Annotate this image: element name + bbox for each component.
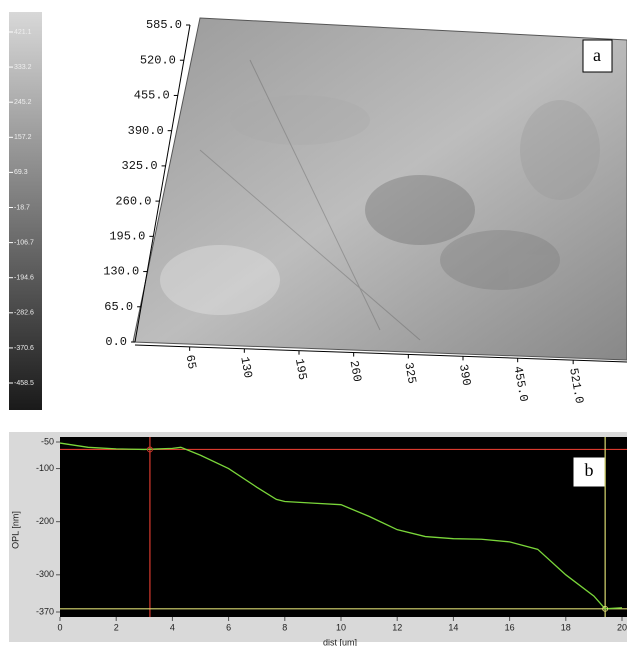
colorbar-tick-label: -370.6 <box>14 345 34 352</box>
x-tick-label: 18 <box>561 622 571 632</box>
y-tick-label: 585.0 <box>146 18 182 32</box>
colorbar-tick-label: 333.2 <box>14 64 32 71</box>
x-tick-label: 65 <box>183 354 199 371</box>
y-tick-label: 195.0 <box>109 230 145 244</box>
y-tick-label: -50 <box>41 436 54 446</box>
y-tick-label: 325.0 <box>122 159 158 173</box>
x-tick-label: 195 <box>292 357 310 381</box>
colorbar-tick-label: -458.5 <box>14 380 34 387</box>
x-tick-label: 0 <box>57 622 62 632</box>
figure: a OPL [nm] dist [um] b 421.1 333.2 245.2 15… <box>0 0 627 646</box>
x-tick-label: 12 <box>392 622 402 632</box>
y-tick-label: 65.0 <box>104 300 133 314</box>
x-axis-label: dist [um] <box>323 637 357 646</box>
y-tick-label: -100 <box>36 463 54 473</box>
y-axis-label: OPL [nm] <box>10 511 20 549</box>
x-tick-label: 16 <box>505 622 515 632</box>
x-tick-label: 325 <box>401 361 419 385</box>
colorbar-tick-label: 421.1 <box>14 29 32 36</box>
colorbar-tick-label: 245.2 <box>14 99 32 106</box>
y-tick-label: 130.0 <box>103 265 139 279</box>
x-tick-label: 390 <box>456 363 474 387</box>
panel-label: b <box>585 460 594 480</box>
colorbar-tick-label: -106.7 <box>14 239 34 246</box>
x-tick-label: 2 <box>114 622 119 632</box>
y-tick-label: 390.0 <box>128 124 164 138</box>
x-tick-label: 521.0 <box>566 367 586 405</box>
x-tick-label: 6 <box>226 622 231 632</box>
x-tick-label: 455.0 <box>511 365 531 403</box>
y-tick-label: 260.0 <box>115 194 151 208</box>
y-tick-label: -370 <box>36 606 54 616</box>
colorbar-tick-label: -282.6 <box>14 310 34 317</box>
plot-area <box>60 437 627 617</box>
x-tick-label: 10 <box>336 622 346 632</box>
x-tick-label: 8 <box>282 622 287 632</box>
x-tick-label: 130 <box>237 356 255 380</box>
x-tick-label: 14 <box>448 622 458 632</box>
colorbar-tick-label: 157.2 <box>14 134 32 141</box>
x-tick-label: 4 <box>170 622 175 632</box>
colorbar-tick-label: 69.3 <box>14 169 28 176</box>
x-tick-label: 20 <box>617 622 627 632</box>
y-tick-label: 520.0 <box>140 53 176 67</box>
y-tick-label: 0.0 <box>105 335 127 349</box>
y-tick-label: -300 <box>36 569 54 579</box>
y-tick-label: -200 <box>36 516 54 526</box>
colorbar-tick-label: -194.6 <box>14 275 34 282</box>
panel-label: a <box>593 45 601 65</box>
x-tick-label: 260 <box>347 359 365 383</box>
colorbar-tick-label: -18.7 <box>14 204 30 211</box>
y-tick-label: 455.0 <box>134 89 170 103</box>
